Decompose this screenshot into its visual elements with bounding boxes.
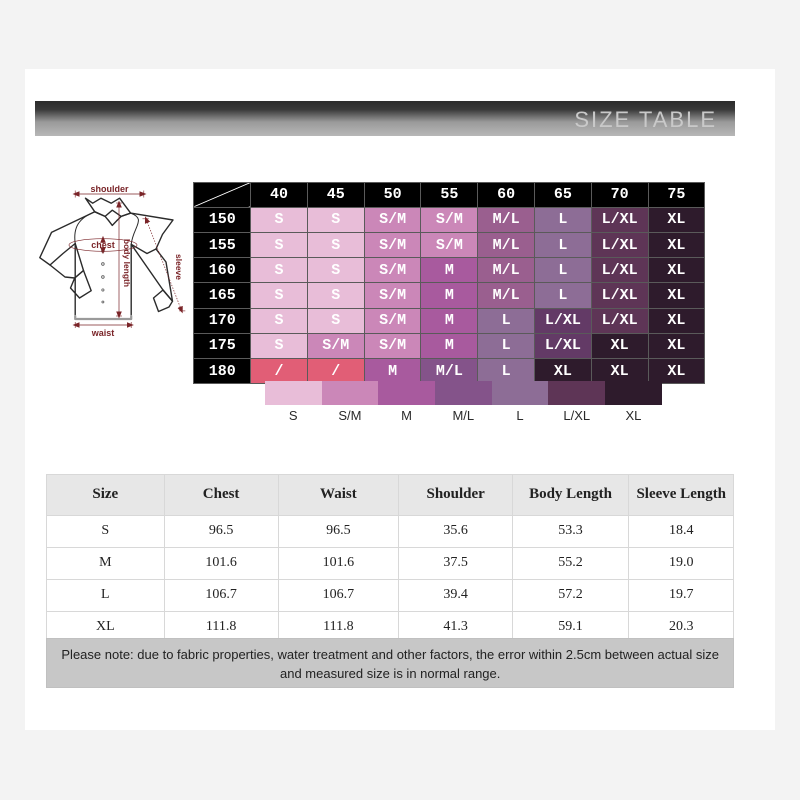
svg-text:shoulder: shoulder (90, 185, 129, 194)
svg-text:sleeve: sleeve (174, 254, 184, 280)
svg-text:body length: body length (122, 239, 132, 287)
svg-text:waist: waist (91, 328, 115, 338)
svg-text:chest: chest (91, 240, 115, 250)
